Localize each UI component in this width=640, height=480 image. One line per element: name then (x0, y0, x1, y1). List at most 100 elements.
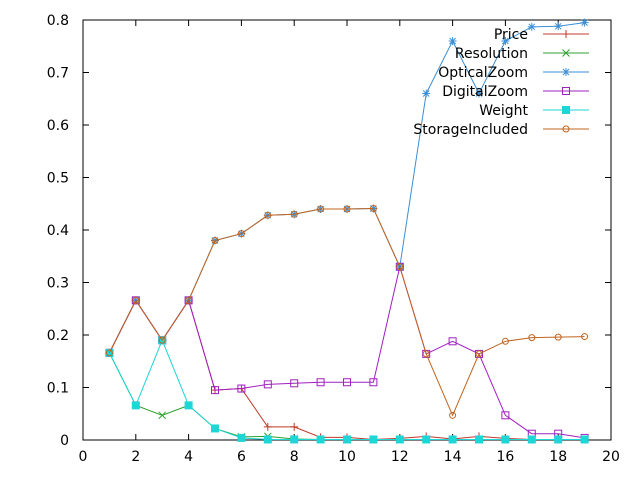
data-point (449, 411, 457, 419)
data-point (343, 435, 351, 444)
data-point (211, 424, 219, 433)
x-tick-label: 2 (131, 449, 140, 465)
data-point (475, 89, 483, 98)
data-point (369, 435, 378, 444)
data-point (581, 333, 589, 341)
data-point (527, 22, 536, 31)
data-point (422, 89, 431, 98)
series-Price (105, 296, 589, 444)
data-point (448, 435, 457, 444)
data-point (316, 378, 325, 387)
legend-label: StorageIncluded (413, 122, 528, 138)
data-point (263, 422, 272, 431)
legend-item: Price (494, 27, 589, 43)
data-point (580, 435, 589, 444)
legend-swatch-marker (562, 49, 570, 57)
legend-swatch-marker (562, 106, 570, 114)
legend-swatch-marker (562, 87, 570, 95)
legend-label: Weight (479, 103, 528, 119)
series-StorageIncluded (105, 204, 589, 419)
legend-item: OpticalZoom (438, 65, 589, 81)
y-tick-label: 0.5 (47, 171, 69, 187)
y-tick-label: 0.1 (47, 381, 69, 397)
data-point (290, 435, 299, 444)
legend-label: OpticalZoom (438, 65, 528, 81)
x-tick-label: 20 (602, 449, 620, 465)
x-tick-label: 10 (338, 449, 356, 465)
series-DigitalZoom (105, 262, 589, 442)
series-line (108, 338, 585, 440)
data-point (528, 334, 536, 342)
legend-item: StorageIncluded (413, 122, 589, 138)
series-line (108, 264, 585, 439)
data-point (317, 205, 325, 213)
x-tick-label: 18 (549, 449, 567, 465)
data-point (422, 435, 431, 444)
legend-swatch-marker (562, 68, 570, 76)
y-tick-label: 0.7 (47, 66, 69, 82)
data-point (131, 401, 140, 410)
y-tick-label: 0.6 (47, 118, 69, 134)
series-Resolution (105, 348, 589, 444)
series-line (108, 352, 585, 440)
legend-swatch-marker (562, 125, 570, 133)
y-tick-label: 0.8 (47, 13, 69, 29)
data-point (316, 435, 325, 444)
series-line (108, 207, 585, 417)
data-point (422, 350, 430, 358)
data-point (237, 433, 246, 442)
data-point (501, 435, 510, 444)
data-point (185, 296, 193, 304)
data-point (448, 37, 457, 45)
data-point (290, 210, 298, 218)
x-tick-label: 16 (496, 449, 514, 465)
data-point (527, 435, 536, 444)
y-tick-label: 0.2 (47, 328, 69, 344)
data-point (237, 384, 246, 393)
data-point (554, 435, 563, 444)
data-point (263, 435, 272, 444)
data-point (343, 378, 351, 387)
data-point (448, 337, 457, 346)
data-point (132, 296, 140, 304)
data-point (237, 230, 245, 238)
legend-item: Weight (479, 103, 589, 119)
data-point (158, 411, 167, 420)
data-point (105, 349, 113, 357)
legend-label: DigitalZoom (442, 84, 528, 100)
data-point (396, 263, 404, 271)
legend-label: Resolution (455, 46, 528, 62)
data-point (475, 350, 483, 358)
data-point (290, 379, 299, 388)
data-point (369, 378, 378, 387)
data-point (290, 422, 299, 431)
y-tick-label: 0.3 (47, 276, 69, 292)
series-Weight (105, 336, 589, 444)
x-tick-label: 8 (290, 449, 299, 465)
legend: Price Resolution OpticalZoom DigitalZoom Wei… (413, 27, 589, 138)
data-point (211, 386, 219, 395)
data-point (211, 237, 219, 244)
data-point (554, 22, 563, 31)
data-point (501, 411, 510, 420)
data-point (554, 333, 562, 341)
data-point (158, 336, 166, 344)
x-tick-label: 14 (444, 449, 462, 465)
axis-ticks: 0 2 4 6 8 10 12 14 16 18 20 0 0.1 0.2 0.3 0.4 0.5 0.6 0.7 0… (47, 13, 620, 465)
data-point (501, 337, 509, 345)
legend-swatch-marker (562, 30, 570, 38)
x-tick-label: 4 (184, 449, 193, 465)
x-tick-label: 6 (237, 449, 246, 465)
series-line (108, 299, 585, 440)
x-tick-label: 12 (391, 449, 409, 465)
data-point (369, 204, 377, 212)
plot-frame (82, 19, 612, 441)
y-tick-label: 0.4 (47, 223, 69, 239)
legend-item: Resolution (455, 46, 589, 62)
legend-item: DigitalZoom (442, 84, 589, 100)
data-point (184, 401, 193, 410)
data-point (264, 211, 272, 219)
legend-label: Price (494, 27, 528, 43)
